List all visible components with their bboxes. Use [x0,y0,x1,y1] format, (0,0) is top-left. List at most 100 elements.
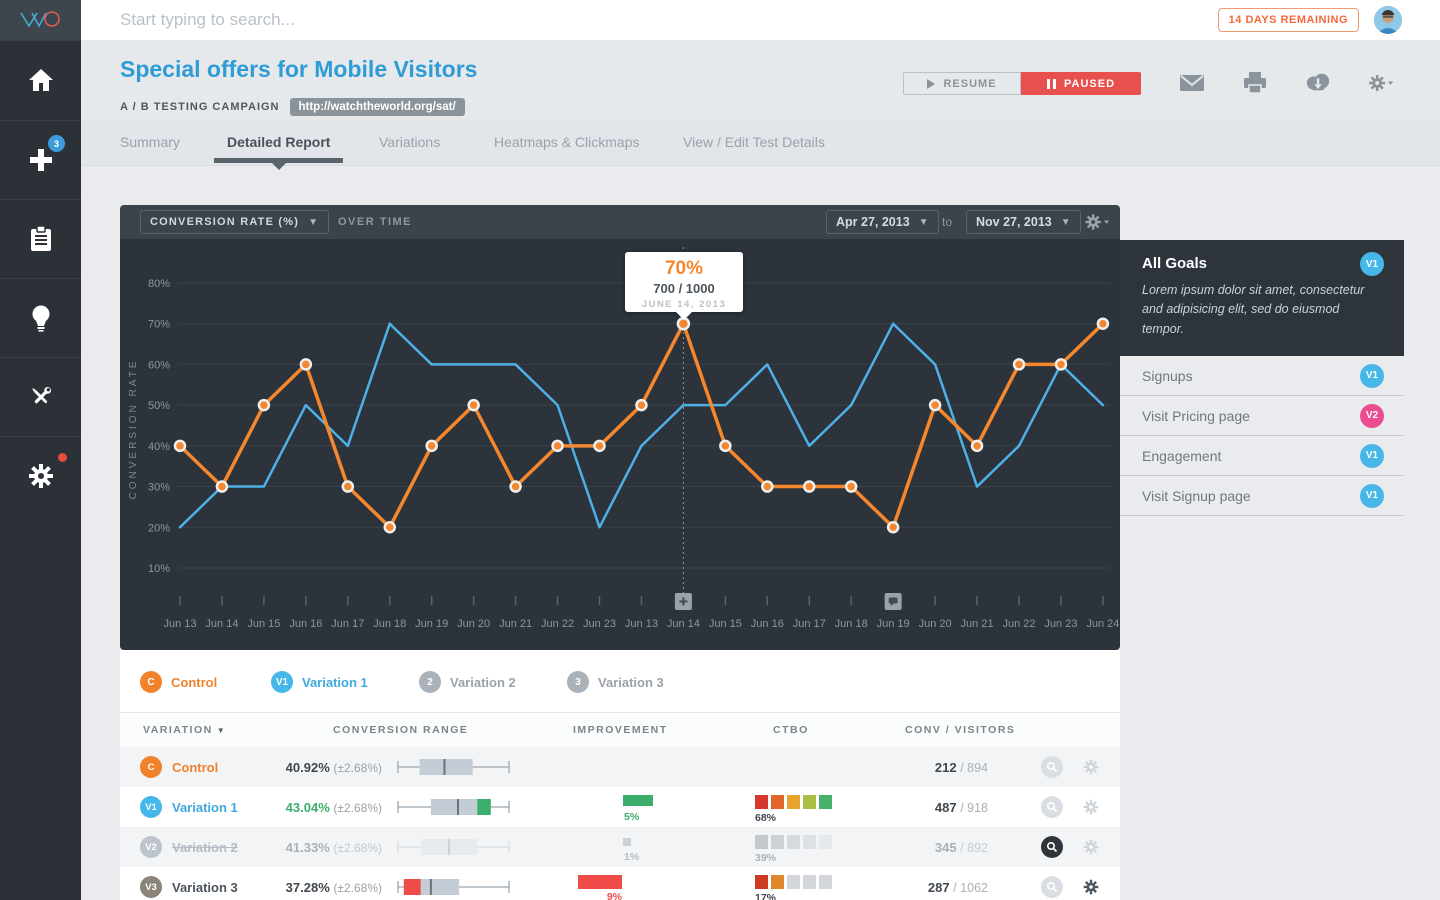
metric-dropdown[interactable]: CONVERSION RATE (%) ▼ [140,210,330,234]
svg-text:40%: 40% [148,441,170,453]
date-to-dropdown[interactable]: Nov 27, 2013 ▼ [966,210,1081,234]
sidebar-item-home[interactable] [0,40,81,119]
row-search-button[interactable] [1041,876,1063,898]
legend-item-variation-3[interactable]: 3 Variation 3 [567,671,664,693]
sidebar-item-tools[interactable] [0,357,81,436]
variation-name[interactable]: Variation 2 [172,840,238,855]
metric-dropdown-label: CONVERSION RATE (%) [150,216,300,228]
ctbo-label: 68% [755,812,777,824]
active-tab-arrow [272,163,286,170]
goal-label: Engagement [1142,447,1222,464]
column-header-conversion-range[interactable]: CONVERSION RANGE [333,724,469,736]
conversion-range-boxplot [397,879,510,895]
goals-panel: All Goals V1 Lorem ipsum dolor sit amet,… [1120,240,1404,517]
legend-item-control[interactable]: C Control [140,671,217,693]
goal-variation-badge: V1 [1360,483,1384,508]
chart-plot-area[interactable]: 80% 70% 60% 50% 40% 30% 20% 10% CONVERSION RATE J… [120,239,1120,650]
variation-name[interactable]: Control [172,760,219,775]
column-header-ctbo[interactable]: CTBO [773,724,809,736]
table-row-variation-1: V1 Variation 1 43.04% (±2.68%) 5% 68% 487 / 9… [120,787,1120,827]
conversion-range-cell [397,758,510,781]
row-gear-icon [1083,839,1099,855]
svg-text:Jun 21: Jun 21 [961,618,994,630]
column-header-improvement[interactable]: IMPROVEMENT [573,724,668,736]
svg-text:Jun 24: Jun 24 [1086,618,1119,630]
row-gear-icon [1083,799,1099,815]
row-settings-button[interactable] [1080,796,1102,818]
plus-icon [29,149,52,171]
row-search-button[interactable] [1041,836,1063,858]
column-header-conv-visitors[interactable]: CONV / VISITORS [905,724,1016,736]
ctbo-segment [803,835,816,849]
table-row-variation-2: V2 Variation 2 41.33% (±2.68%) 1% 39% 345 / 8… [120,827,1120,867]
tab-detailed-report[interactable]: Detailed Report [227,134,331,150]
tools-icon [31,386,51,404]
row-settings-button[interactable] [1080,756,1102,778]
conversion-rate-value: 40.92% [285,760,330,775]
variation-badge: V1 [140,796,162,818]
tab-summary[interactable]: Summary [120,134,180,150]
new-count-badge: 3 [48,135,65,152]
svg-text:Jun 15: Jun 15 [247,618,280,630]
svg-text:60%: 60% [148,359,170,371]
conversions-value: 287 [927,880,950,895]
goal-item-visit-pricing-page[interactable]: Visit Pricing page V2 [1120,396,1404,437]
ctbo-segment [787,795,800,809]
svg-text:Jun 23: Jun 23 [1044,618,1077,630]
campaign-url-chip[interactable]: http://watchtheworld.org/sat/ [289,98,465,116]
svg-text:Jun 14: Jun 14 [205,618,238,630]
avatar[interactable] [1374,6,1402,34]
variation-badge: C [140,756,162,778]
goal-item-signups[interactable]: Signups V1 [1120,356,1404,397]
print-icon[interactable] [1242,70,1268,96]
improvement-label: 1% [624,851,640,863]
sidebar-item-reports[interactable] [0,199,81,278]
resume-button[interactable]: RESUME [903,72,1021,95]
svg-text:Jun 21: Jun 21 [499,618,532,630]
goal-item-visit-signup-page[interactable]: Visit Signup page V1 [1120,476,1404,517]
tab-view-edit-test-details[interactable]: View / Edit Test Details [683,134,825,150]
cloud-download-icon[interactable] [1305,70,1331,96]
settings-gear-icon[interactable] [1368,70,1394,96]
ctbo-label: 39% [755,852,777,864]
sidebar-item-new[interactable]: 3 [0,120,81,199]
mail-icon[interactable] [1179,70,1205,96]
column-header-variation[interactable]: VARIATION ▼ [143,724,227,736]
row-search-button[interactable] [1041,796,1063,818]
goal-item-engagement[interactable]: Engagement V1 [1120,436,1404,477]
sidebar-item-ideas[interactable] [0,278,81,357]
vwo-logo[interactable] [0,0,81,40]
variation-name[interactable]: Variation 3 [172,880,238,895]
days-remaining-badge[interactable]: 14 DAYS REMAINING [1217,8,1359,32]
variation-name[interactable]: Variation 1 [172,800,238,815]
date-from-dropdown[interactable]: Apr 27, 2013 ▼ [826,210,939,234]
legend-item-variation-2[interactable]: 2 Variation 2 [419,671,516,693]
paused-button[interactable]: PAUSED [1021,72,1141,95]
conversion-range-cell [397,878,510,900]
tab-heatmaps-clickmaps[interactable]: Heatmaps & Clickmaps [494,134,640,150]
chart-settings-gear-icon[interactable] [1082,212,1112,232]
row-settings-button[interactable] [1080,876,1102,898]
legend-label: Variation 2 [450,674,516,690]
goal-item-all-goals[interactable]: All Goals V1 Lorem ipsum dolor sit amet,… [1120,240,1404,357]
svg-text:Jun 20: Jun 20 [919,618,952,630]
svg-text:70%: 70% [148,319,170,331]
date-range-to-label: to [942,215,953,229]
goal-variation-badge: V2 [1360,403,1384,428]
tab-variations[interactable]: Variations [379,134,441,150]
conversions-value: 487 [934,800,957,815]
row-settings-button[interactable] [1080,836,1102,858]
legend-label: Variation 1 [302,674,368,690]
svg-text:Jun 19: Jun 19 [877,618,910,630]
legend-item-variation-1[interactable]: V1 Variation 1 [271,671,368,693]
sidebar-item-settings[interactable] [0,436,81,515]
table-header-row: VARIATION ▼ CONVERSION RANGE IMPROVEMENT CTB… [120,713,1120,747]
search-input[interactable]: Start typing to search... [120,10,295,29]
table-row-control: C Control 40.92% (±2.68%) 212 / 894 [120,747,1120,787]
tooltip-ratio: 700 / 1000 [653,281,715,296]
conversion-range-boxplot [397,759,510,775]
conversion-rate-margin: (±2.68%) [333,761,382,775]
clipboard-icon [30,226,51,251]
conversion-rate-cell: 41.33% (±2.68%) [270,840,382,855]
row-search-button[interactable] [1041,756,1063,778]
